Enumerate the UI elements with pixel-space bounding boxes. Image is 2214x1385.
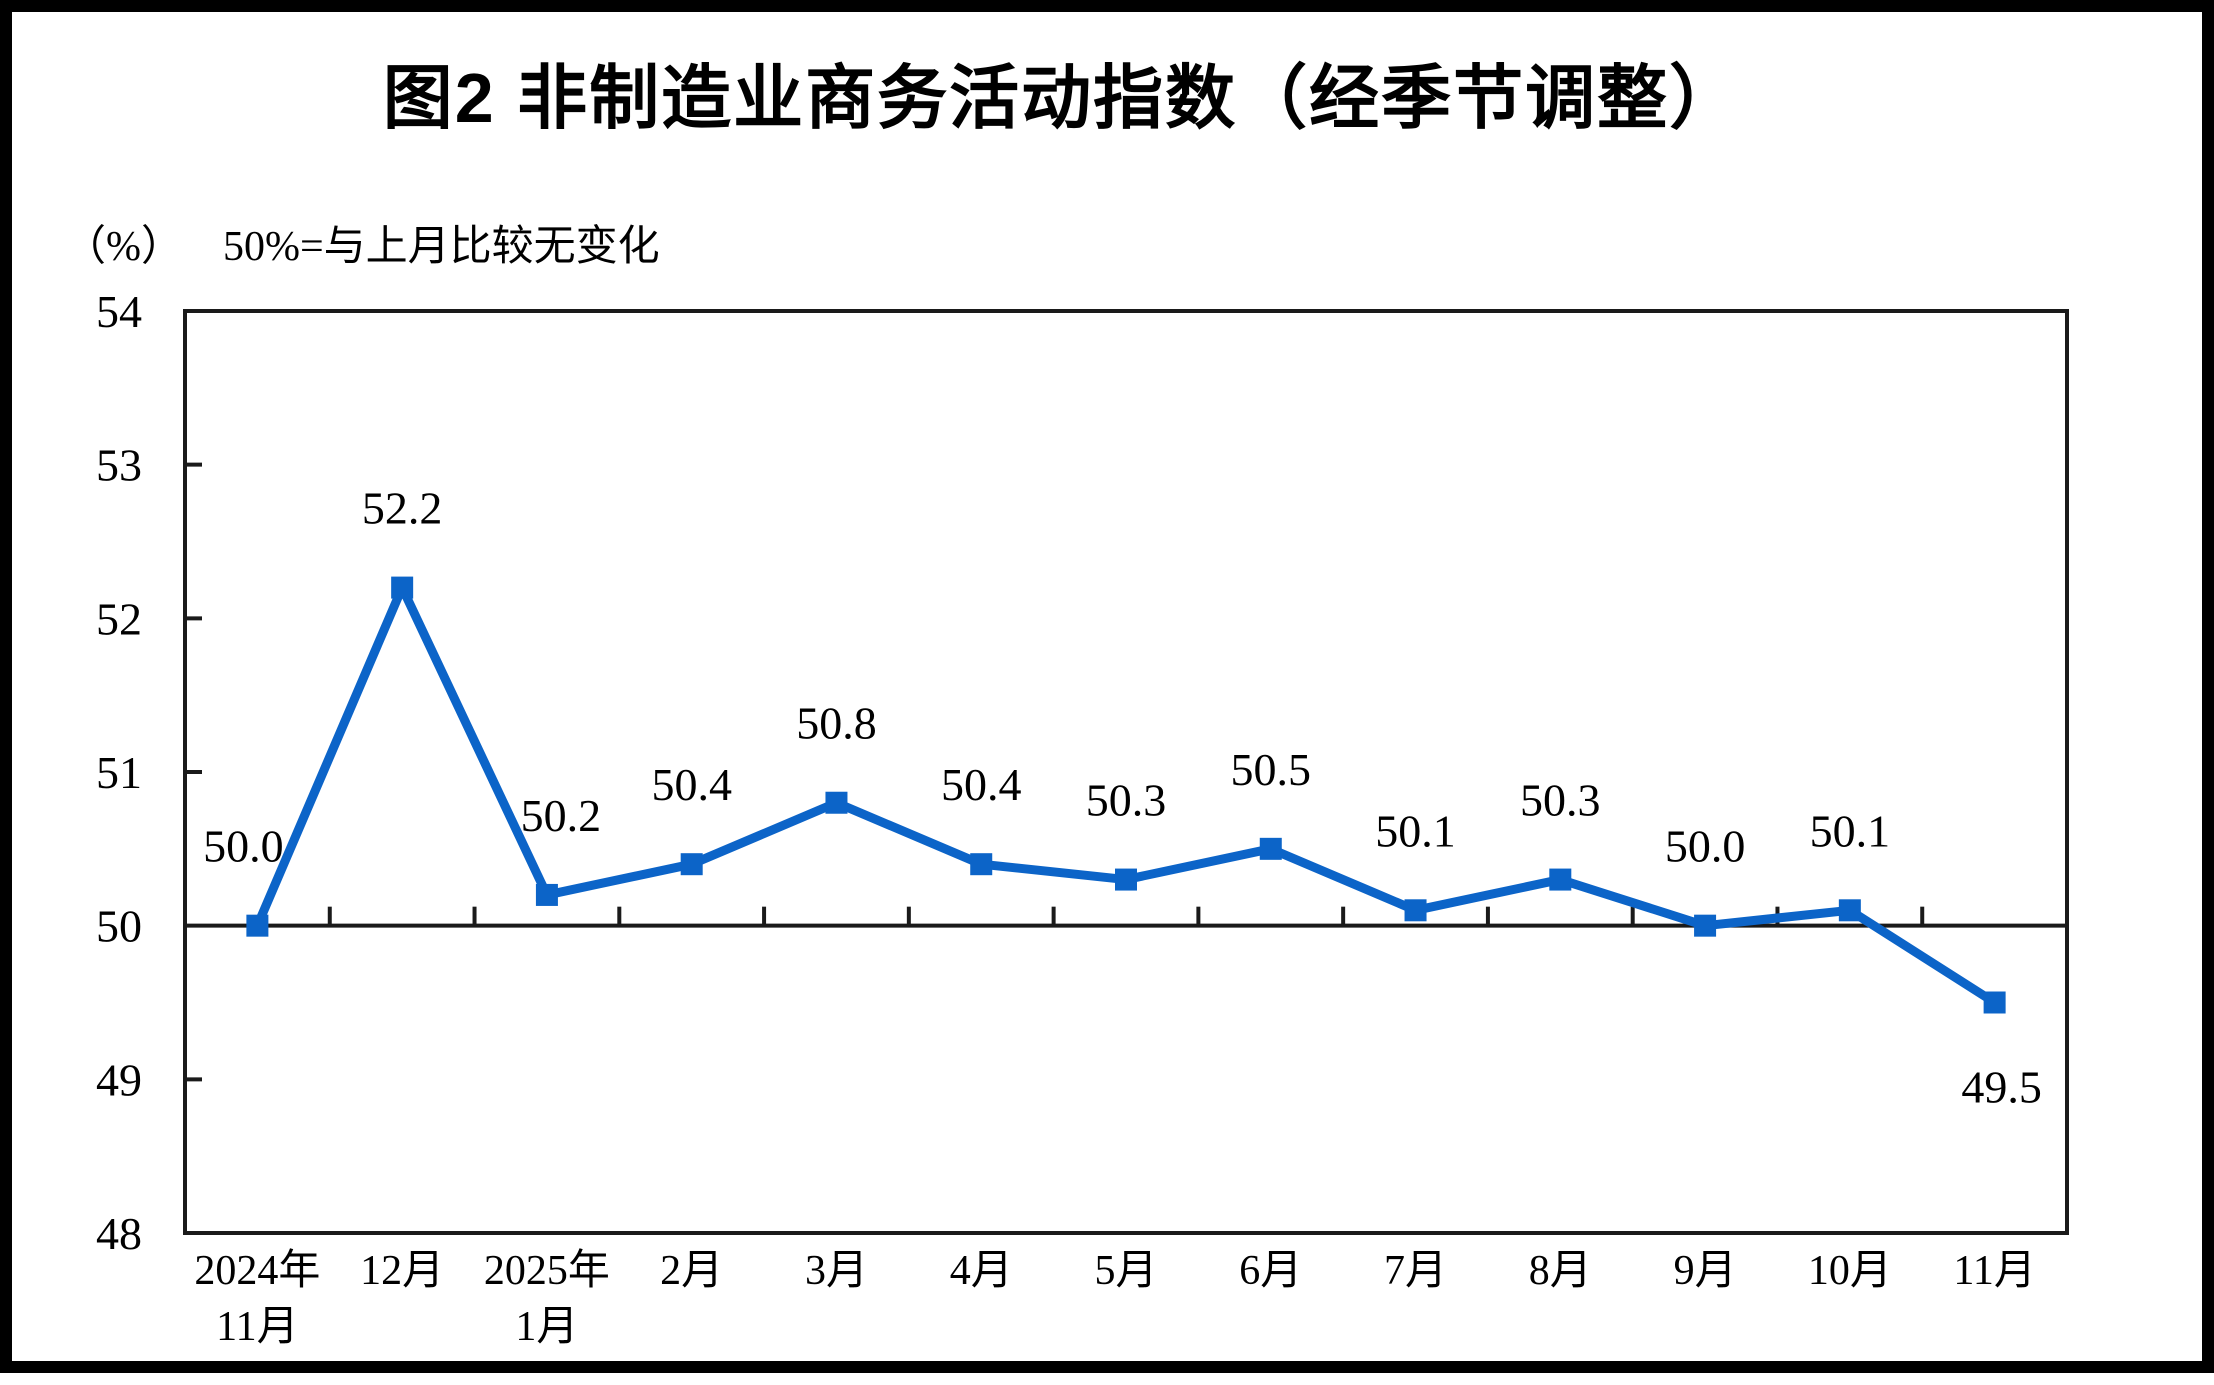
data-point-label: 50.1 [1810,805,1891,856]
x-axis-category-label: 10月 [1808,1248,1892,1294]
data-point-marker [535,883,558,906]
data-point-marker [1983,991,2006,1014]
data-point-label: 50.3 [1086,775,1167,826]
chart-title: 图2 非制造业商务活动指数（经季节调整） [382,59,1742,137]
x-axis-category-label: 2024年 [194,1247,320,1294]
x-axis-category-label: 2月 [660,1248,723,1294]
x-axis-category-label: 3月 [805,1248,868,1294]
y-axis-unit-label: （%） [64,224,183,270]
y-axis-tick-label: 54 [96,286,142,337]
x-axis-category-label: 9月 [1674,1248,1737,1294]
y-axis-tick-label: 49 [96,1054,142,1105]
y-axis-tick-label: 51 [96,747,142,798]
data-point-label: 50.5 [1231,744,1312,795]
data-point-marker [1259,837,1282,860]
data-point-label: 50.1 [1375,805,1456,856]
data-point-label: 50.8 [796,698,877,749]
y-axis-tick-label: 53 [96,440,142,491]
data-point-label: 50.3 [1520,775,1601,826]
x-axis-category-label: 1月 [515,1304,578,1350]
data-point-label: 52.2 [362,483,443,534]
x-axis-category-label: 7月 [1384,1248,1447,1294]
reference-line-note: 50%=与上月比较无变化 [223,224,660,270]
data-point-label: 50.0 [1665,821,1746,872]
data-point-marker [970,853,993,876]
x-axis-category-label: 2025年 [484,1247,610,1294]
data-point-marker [1838,899,1861,922]
line-chart-canvas: 48 49 50 51 52 53 54 50.0 52.2 50.2 50.4 50.8 50.4 50… [96,286,2069,1350]
data-point-marker [1549,868,1572,891]
data-point-label: 49.5 [1961,1062,2042,1113]
data-point-marker [246,914,269,937]
data-point-label: 50.4 [941,759,1022,810]
y-axis-tick-label: 48 [96,1208,142,1259]
x-axis-category-label: 5月 [1094,1248,1157,1294]
x-axis-category-label: 4月 [950,1248,1013,1294]
x-axis-category-label: 8月 [1529,1248,1592,1294]
x-axis-category-label: 6月 [1239,1248,1302,1294]
axis-note: （%） 50%=与上月比较无变化 [64,212,660,273]
data-point-marker [1404,899,1427,922]
data-point-marker [825,791,848,814]
data-point-label: 50.2 [521,790,602,841]
data-point-label: 50.4 [651,759,732,810]
data-point-marker [1694,914,1717,937]
x-axis-category-label: 12月 [360,1248,444,1294]
data-point-label: 50.0 [203,821,284,872]
x-axis-category-label: 11月 [216,1304,298,1350]
y-axis-tick-label: 50 [96,901,142,952]
y-axis-tick-label: 52 [96,593,142,644]
data-point-marker [680,853,703,876]
x-axis-category-label: 11月 [1953,1248,2035,1294]
data-point-marker [1115,868,1137,891]
plot-border [183,309,2069,1235]
data-point-marker [391,576,414,599]
